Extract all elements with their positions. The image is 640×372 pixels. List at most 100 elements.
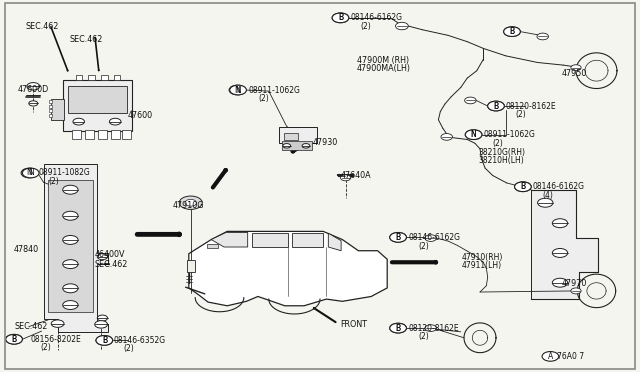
Circle shape (425, 325, 436, 331)
FancyBboxPatch shape (48, 180, 93, 312)
Text: (2): (2) (258, 94, 269, 103)
Circle shape (63, 301, 78, 310)
Text: N: N (27, 169, 32, 177)
FancyBboxPatch shape (114, 75, 120, 80)
Circle shape (465, 130, 482, 140)
Text: 08911-1062G: 08911-1062G (248, 86, 300, 94)
Text: 08911-1082G: 08911-1082G (38, 169, 90, 177)
Text: 47640A: 47640A (340, 171, 371, 180)
Text: (2): (2) (515, 110, 526, 119)
Text: 38210H(LH): 38210H(LH) (479, 156, 524, 165)
Text: N: N (471, 130, 476, 139)
FancyBboxPatch shape (49, 109, 52, 112)
Text: B: B (493, 102, 499, 110)
Circle shape (6, 334, 22, 344)
FancyBboxPatch shape (85, 130, 94, 139)
Text: B: B (102, 336, 107, 345)
Text: A: A (548, 352, 553, 361)
Text: 47950: 47950 (562, 69, 588, 78)
Circle shape (465, 97, 476, 104)
Text: (4): (4) (542, 191, 553, 200)
Text: 76A0 7: 76A0 7 (557, 352, 584, 361)
Circle shape (185, 199, 196, 206)
Text: 47900MA(LH): 47900MA(LH) (357, 64, 411, 73)
FancyBboxPatch shape (207, 244, 218, 248)
Text: B: B (396, 324, 401, 333)
Circle shape (390, 323, 406, 333)
Circle shape (96, 336, 113, 345)
FancyBboxPatch shape (282, 141, 312, 150)
FancyBboxPatch shape (279, 127, 317, 143)
Polygon shape (252, 232, 288, 247)
Text: 47900M (RH): 47900M (RH) (357, 56, 409, 65)
Polygon shape (211, 232, 248, 247)
Circle shape (425, 235, 436, 241)
Text: 08120-8162E: 08120-8162E (408, 324, 459, 333)
FancyBboxPatch shape (101, 75, 108, 80)
Polygon shape (292, 232, 323, 247)
Text: B: B (520, 182, 525, 191)
Text: B: B (396, 233, 401, 242)
Text: N: N (28, 169, 33, 177)
Circle shape (27, 83, 40, 90)
Circle shape (571, 65, 581, 71)
Text: (2): (2) (418, 332, 429, 341)
Text: (2): (2) (360, 22, 371, 31)
Text: B: B (338, 13, 343, 22)
Text: 08120-8162E: 08120-8162E (506, 102, 556, 110)
Circle shape (340, 175, 351, 181)
FancyBboxPatch shape (122, 130, 131, 139)
Polygon shape (531, 190, 598, 299)
Circle shape (63, 185, 78, 194)
Text: FRONT: FRONT (340, 320, 367, 329)
Circle shape (515, 182, 531, 192)
Circle shape (229, 85, 246, 95)
Text: 38210G(RH): 38210G(RH) (479, 148, 525, 157)
Text: 47930: 47930 (312, 138, 337, 147)
Text: (2): (2) (48, 177, 59, 186)
Circle shape (504, 27, 520, 36)
Circle shape (283, 144, 291, 148)
Circle shape (552, 219, 568, 228)
Polygon shape (328, 233, 341, 251)
Circle shape (109, 118, 121, 125)
Circle shape (571, 288, 581, 294)
Text: SEC.462: SEC.462 (26, 22, 59, 31)
Polygon shape (189, 231, 387, 306)
Circle shape (63, 260, 78, 269)
Circle shape (396, 22, 408, 30)
Text: 47840: 47840 (14, 245, 39, 254)
Circle shape (332, 13, 349, 23)
FancyBboxPatch shape (98, 130, 107, 139)
Text: (2): (2) (124, 344, 134, 353)
FancyBboxPatch shape (187, 260, 195, 272)
Text: SEC.462: SEC.462 (95, 260, 128, 269)
FancyBboxPatch shape (111, 130, 120, 139)
Circle shape (390, 232, 406, 242)
Text: B: B (12, 335, 17, 344)
Text: 47600: 47600 (128, 111, 153, 120)
Text: B: B (338, 13, 343, 22)
FancyBboxPatch shape (49, 114, 52, 117)
Circle shape (29, 101, 38, 106)
FancyBboxPatch shape (49, 100, 52, 103)
Circle shape (488, 101, 504, 111)
Polygon shape (44, 164, 108, 332)
Text: 47910(RH): 47910(RH) (462, 253, 504, 262)
Text: B: B (493, 102, 499, 110)
Circle shape (6, 334, 22, 344)
Text: 08146-6162G: 08146-6162G (408, 233, 460, 242)
Text: SEC.462: SEC.462 (69, 35, 102, 44)
Circle shape (504, 27, 520, 36)
Circle shape (230, 85, 246, 95)
Circle shape (63, 211, 78, 220)
FancyBboxPatch shape (72, 130, 81, 139)
Circle shape (179, 196, 202, 209)
Circle shape (332, 13, 349, 23)
Circle shape (537, 33, 548, 40)
Circle shape (488, 101, 504, 111)
Text: 08146-6162G: 08146-6162G (351, 13, 403, 22)
Circle shape (390, 232, 406, 242)
Circle shape (390, 323, 406, 333)
Circle shape (441, 134, 452, 140)
